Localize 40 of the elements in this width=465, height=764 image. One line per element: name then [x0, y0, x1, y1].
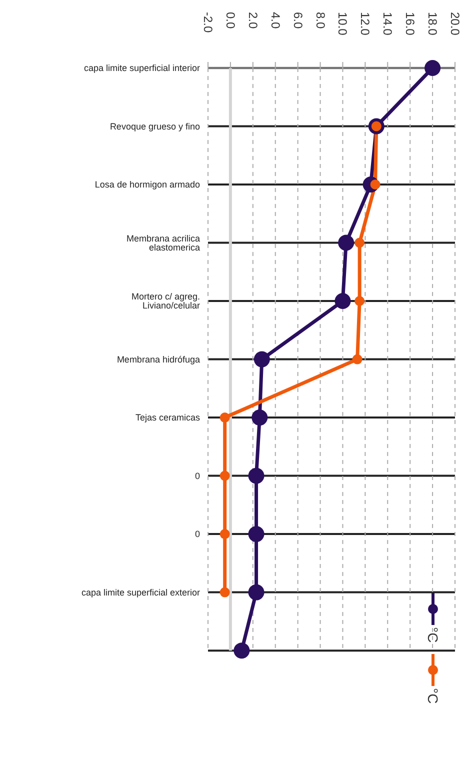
y-tick-label: Membrana hidrófuga [116, 354, 200, 364]
x-tick-label: 16.0 [403, 12, 418, 36]
x-tick-label: 2.0 [246, 12, 260, 30]
x-tick-label: 12.0 [358, 12, 372, 36]
y-tick-label: Revoque grueso y fino [110, 121, 200, 132]
x-tick-label: 0.0 [223, 12, 238, 30]
point [220, 412, 230, 423]
x-tick-label: 8.0 [313, 12, 328, 30]
y-tick-label: Mortero c/ agreg. Liviano/celular [131, 292, 200, 311]
x-tick-label: 10.0 [336, 12, 350, 36]
point [248, 526, 264, 542]
y-tick-label: 0 [194, 529, 200, 540]
point [220, 470, 230, 481]
y-tick-label: 0 [194, 470, 200, 481]
point [248, 584, 264, 600]
point [254, 351, 270, 368]
y-tick-label: capa limite superficial exterior [81, 588, 200, 598]
x-tick-label: 14.0 [380, 12, 395, 36]
point [338, 234, 354, 251]
point [354, 296, 365, 306]
point [234, 642, 250, 659]
y-tick-label: Tejas ceramicas [135, 412, 200, 423]
x-tick-label: 18.0 [426, 12, 440, 36]
x-tick-label: 4.0 [268, 12, 282, 30]
point [354, 238, 365, 248]
point [220, 587, 230, 598]
x-tick-label: 20.0 [448, 12, 462, 36]
point [248, 468, 264, 484]
y-tick-label: Membrana acrilica elastomerica [126, 233, 200, 252]
point [220, 529, 230, 540]
legend-label: °C [425, 688, 441, 704]
y-tick-label: Losa de hormigon armado [94, 180, 200, 190]
x-tick-label: 6.0 [290, 12, 305, 30]
legend-label: °C [425, 626, 441, 642]
point [352, 354, 362, 364]
y-tick-label: capa limite superficial interior [84, 63, 200, 74]
point [424, 60, 441, 76]
x-tick-label: -2.0 [201, 12, 215, 34]
point [252, 410, 268, 426]
point [334, 293, 351, 310]
